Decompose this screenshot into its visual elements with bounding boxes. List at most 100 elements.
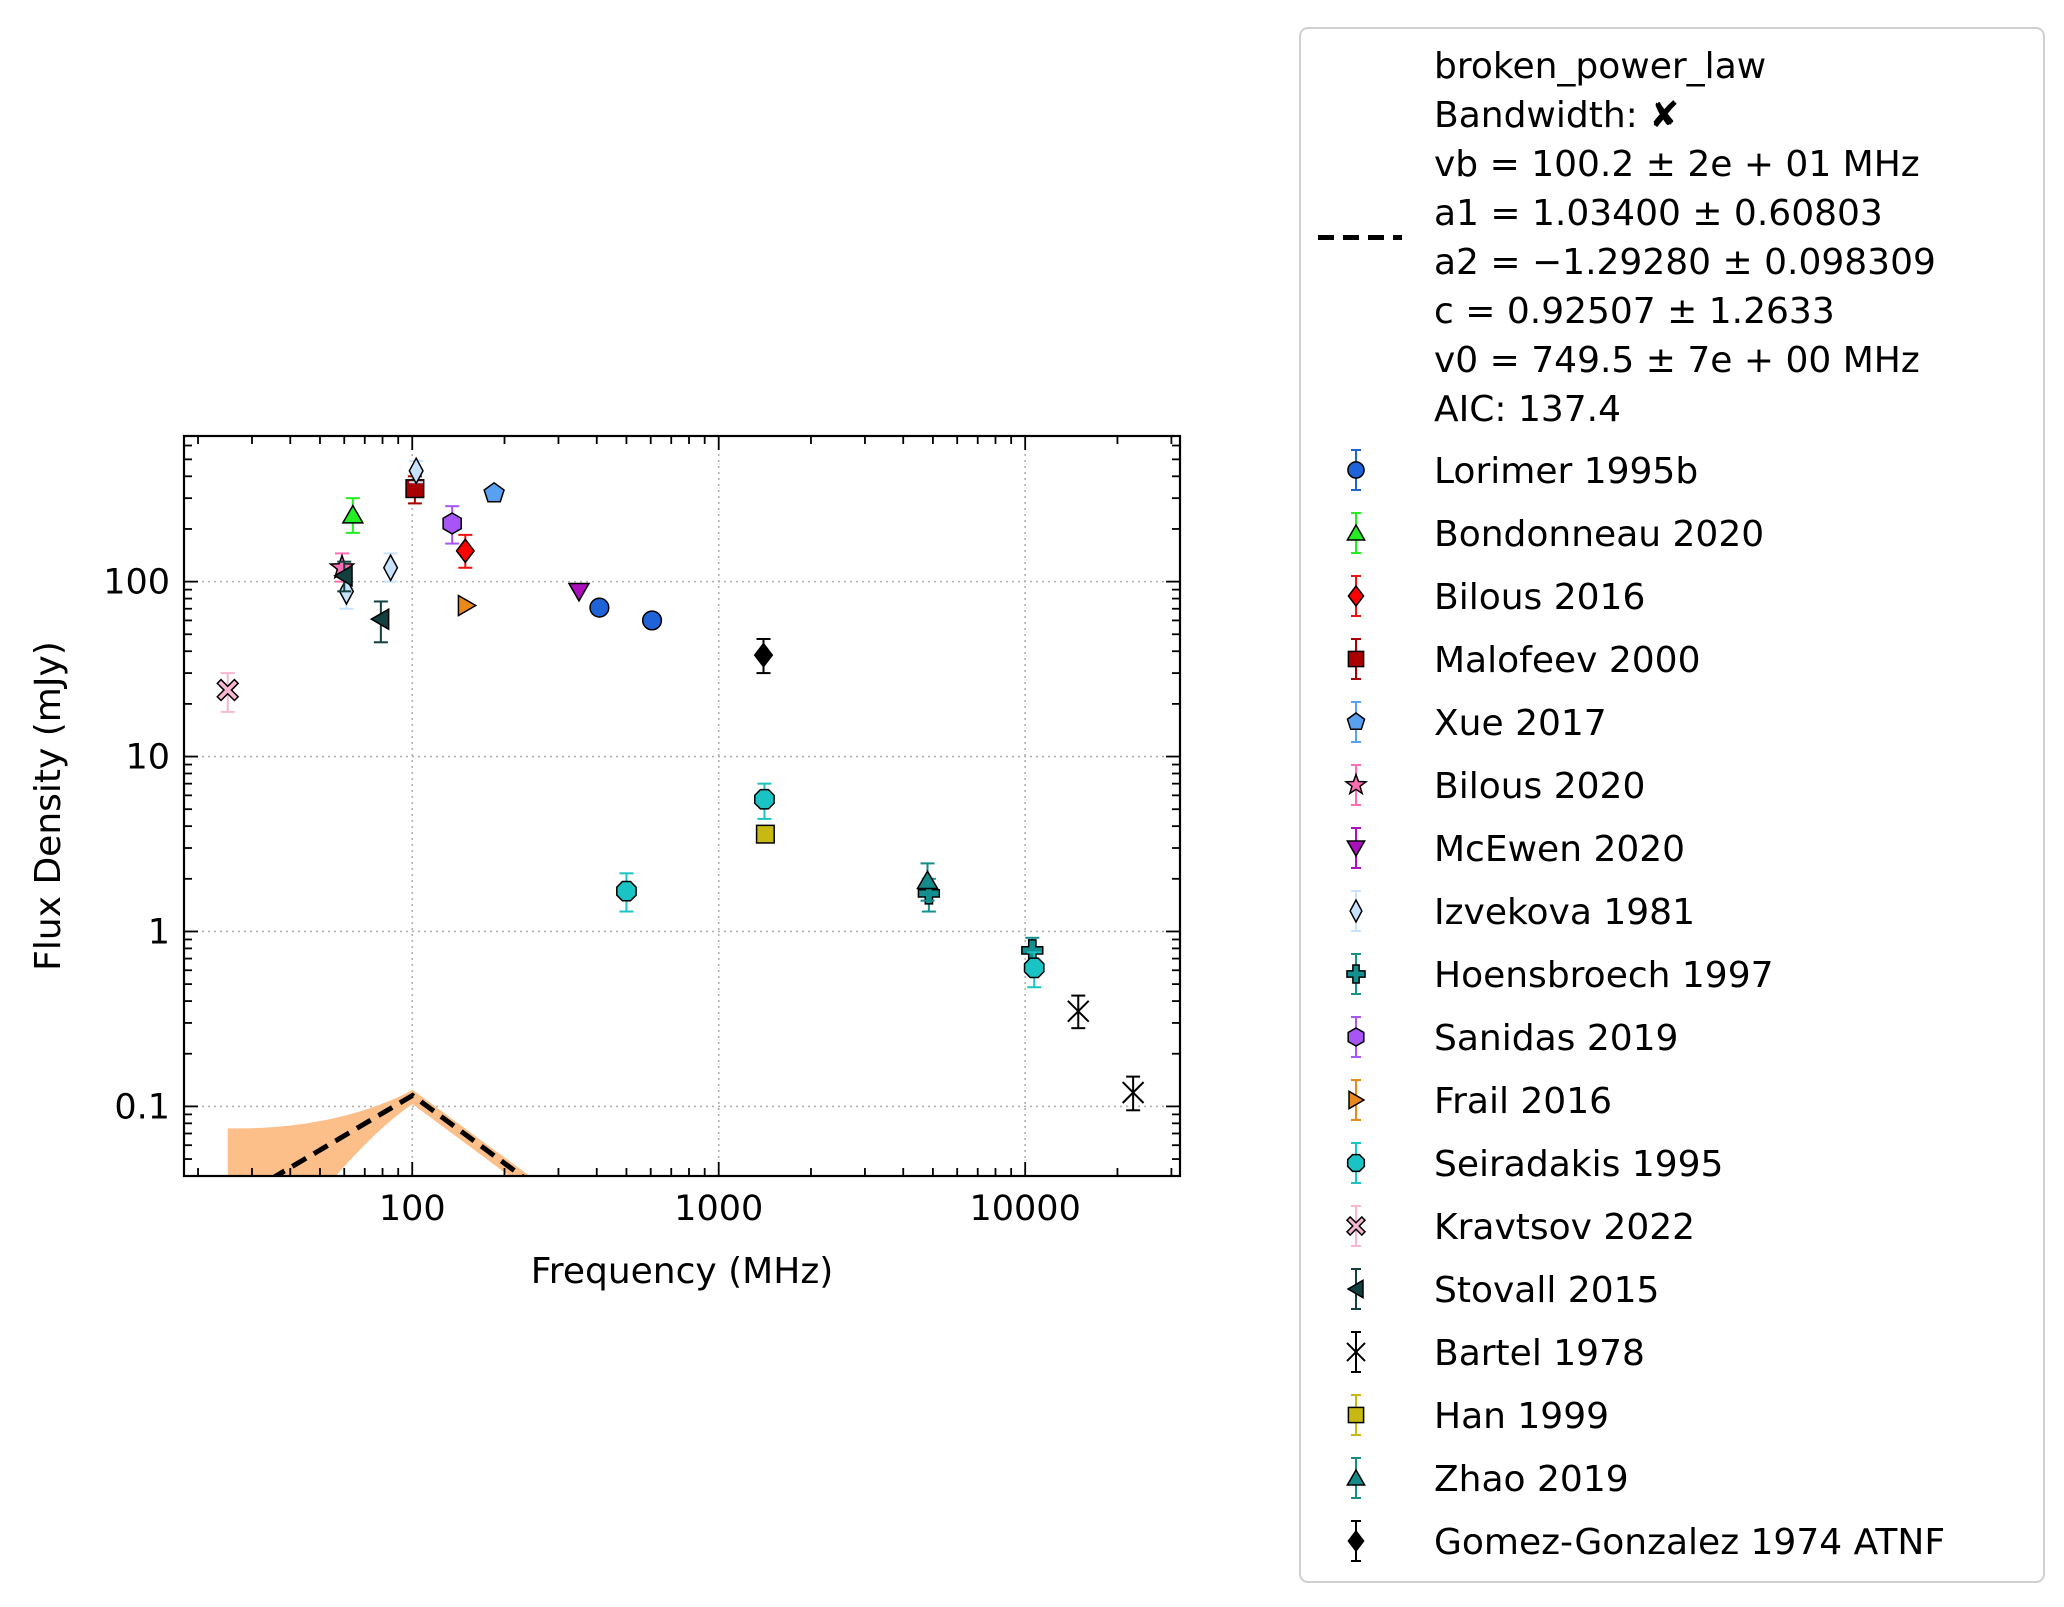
legend-label: Bilous 2020 bbox=[1434, 766, 1645, 807]
ticks bbox=[184, 436, 1180, 1177]
legend-label: McEwen 2020 bbox=[1434, 829, 1685, 870]
series-mcewen-2020 bbox=[567, 582, 591, 603]
series-seiradakis-1995 bbox=[616, 782, 1045, 989]
legend-marker bbox=[1343, 772, 1369, 796]
legend-entry: Seiradakis 1995 bbox=[1346, 1142, 1723, 1185]
legend-label: Sanidas 2019 bbox=[1434, 1018, 1678, 1059]
plot-area: 100 1000 10000 0.1 1 10 100 Frequency (MHz) Flux… bbox=[28, 434, 1182, 1292]
data-point bbox=[408, 456, 424, 486]
data-point bbox=[616, 880, 637, 902]
data-point bbox=[483, 481, 505, 503]
data-point bbox=[1067, 1000, 1090, 1023]
legend-label: Hoensbroech 1997 bbox=[1434, 955, 1774, 996]
legend-fit-line: c = 0.92507 ± 1.2633 bbox=[1434, 291, 1835, 332]
legend-entry: Lorimer 1995b bbox=[1347, 449, 1698, 492]
legend-label: Bondonneau 2020 bbox=[1434, 514, 1764, 555]
series-gomez-gonzalez-1974-atnf bbox=[753, 637, 774, 675]
data-point bbox=[333, 564, 353, 588]
legend-label: Han 1999 bbox=[1434, 1396, 1609, 1437]
legend-label: Lorimer 1995b bbox=[1434, 451, 1698, 492]
legend-marker bbox=[1346, 712, 1366, 731]
data-point bbox=[917, 882, 941, 905]
legend-entry: Stovall 2015 bbox=[1346, 1268, 1659, 1311]
legend-marker bbox=[1346, 1279, 1364, 1299]
legend-label: Stovall 2015 bbox=[1434, 1270, 1659, 1311]
legend-fit-line: v0 = 749.5 ± 7e + 00 MHz bbox=[1434, 340, 1920, 381]
legend-label: Frail 2016 bbox=[1434, 1081, 1612, 1122]
data-point bbox=[755, 824, 775, 844]
series-bondonneau-2020 bbox=[341, 497, 365, 534]
legend-marker bbox=[1348, 1090, 1366, 1110]
series-sanidas-2019 bbox=[442, 505, 462, 545]
y-axis-label: Flux Density (mJy) bbox=[28, 641, 69, 971]
legend-label: Bilous 2016 bbox=[1434, 577, 1645, 618]
grid bbox=[184, 436, 1180, 1176]
legend-entry: Xue 2017 bbox=[1346, 701, 1607, 744]
fit-uncertainty-band bbox=[227, 1089, 530, 1176]
legend-label: Gomez-Gonzalez 1974 ATNF bbox=[1434, 1522, 1945, 1563]
series-lorimer-1995b bbox=[589, 597, 663, 631]
legend-entry: Bartel 1978 bbox=[1346, 1331, 1645, 1374]
legend-label: Zhao 2019 bbox=[1434, 1459, 1629, 1500]
data-point bbox=[1023, 957, 1045, 979]
y-tick-label: 100 bbox=[103, 563, 170, 603]
legend-entry: Bilous 2020 bbox=[1343, 764, 1645, 807]
x-tick-label: 100 bbox=[379, 1189, 446, 1229]
series-zhao-2019 bbox=[916, 862, 939, 902]
legend-marker bbox=[1347, 1406, 1365, 1424]
legend-entry: Kravtsov 2022 bbox=[1345, 1205, 1695, 1248]
data-point bbox=[457, 594, 478, 617]
x-axis-label: Frequency (MHz) bbox=[531, 1251, 834, 1292]
data-point bbox=[589, 597, 610, 618]
legend-marker bbox=[1346, 964, 1366, 984]
x-tick-label: 10000 bbox=[970, 1189, 1081, 1229]
legend-marker bbox=[1345, 1215, 1367, 1237]
data-points bbox=[216, 456, 1145, 1112]
legend-marker bbox=[1347, 1529, 1365, 1553]
legend-fit-line: a2 = −1.29280 ± 0.098309 bbox=[1434, 242, 1936, 283]
legend-entry: Gomez-Gonzalez 1974 ATNF bbox=[1347, 1520, 1945, 1563]
legend-label: Malofeev 2000 bbox=[1434, 640, 1700, 681]
legend-marker bbox=[1346, 840, 1366, 858]
series-hoensbroech-1997 bbox=[917, 877, 1044, 967]
legend-entry: Sanidas 2019 bbox=[1347, 1016, 1678, 1059]
legend-entry: Han 1999 bbox=[1347, 1394, 1609, 1437]
legend-marker bbox=[1347, 1027, 1365, 1047]
data-point bbox=[916, 869, 939, 890]
legend-fit-line: a1 = 1.03400 ± 0.60803 bbox=[1434, 193, 1883, 234]
legend-entry: Frail 2016 bbox=[1348, 1079, 1612, 1122]
legend-marker bbox=[1346, 523, 1366, 541]
legend-label: Seiradakis 1995 bbox=[1434, 1144, 1723, 1185]
legend-label: Kravtsov 2022 bbox=[1434, 1207, 1695, 1248]
series-bilous-2016 bbox=[455, 533, 476, 569]
data-point bbox=[341, 504, 365, 524]
legend-entry: Zhao 2019 bbox=[1346, 1457, 1629, 1500]
data-point bbox=[216, 678, 240, 702]
data-point bbox=[369, 607, 390, 631]
x-tick-label: 1000 bbox=[674, 1189, 763, 1229]
legend: broken_power_law Bandwidth: ✘ vb = 100.2 ±… bbox=[1299, 27, 2045, 1583]
fit-line bbox=[271, 1092, 526, 1176]
legend-marker bbox=[1347, 461, 1365, 479]
series-xue-2017 bbox=[483, 481, 505, 503]
legend-box bbox=[1299, 27, 2045, 1583]
axes-frame bbox=[182, 434, 1182, 1178]
legend-marker bbox=[1349, 898, 1363, 924]
legend-marker bbox=[1346, 1153, 1366, 1173]
y-tick-label: 1 bbox=[148, 912, 170, 952]
legend-label: Xue 2017 bbox=[1434, 703, 1607, 744]
legend-fit-line: vb = 100.2 ± 2e + 01 MHz bbox=[1434, 144, 1920, 185]
legend-fit-line: Bandwidth: ✘ bbox=[1434, 95, 1679, 136]
data-point bbox=[442, 512, 462, 535]
legend-label: Bartel 1978 bbox=[1434, 1333, 1645, 1374]
series-frail-2016 bbox=[457, 594, 478, 617]
series-stovall-2015 bbox=[333, 560, 390, 644]
y-tick-label: 10 bbox=[125, 738, 170, 778]
series-malofeev-2000 bbox=[405, 475, 425, 505]
data-point bbox=[1121, 1081, 1145, 1104]
legend-entry: Bondonneau 2020 bbox=[1346, 512, 1764, 555]
legend-fit-line: AIC: 137.4 bbox=[1434, 389, 1621, 430]
legend-label: Izvekova 1981 bbox=[1434, 892, 1695, 933]
series-han-1999 bbox=[755, 824, 775, 844]
